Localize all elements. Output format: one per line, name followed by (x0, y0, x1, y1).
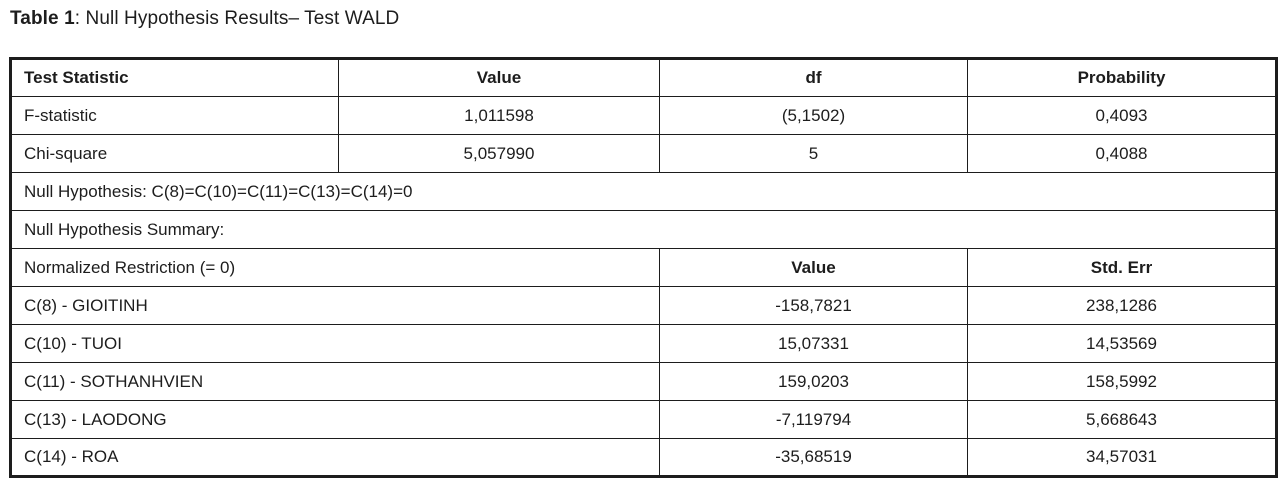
restriction-value-cell: 15,07331 (659, 324, 968, 363)
restriction-name-cell: C(10) - TUOI (10, 324, 660, 363)
stat-value-cell: 1,011598 (338, 96, 660, 135)
null-hypothesis-cell: Null Hypothesis: C(8)=C(10)=C(11)=C(13)=… (10, 172, 1277, 211)
stat-probability-cell: 0,4088 (967, 134, 1277, 173)
restriction-header-row: Normalized Restriction (= 0) Value Std. … (10, 248, 1277, 287)
table-caption-text: : Null Hypothesis Results– Test WALD (74, 8, 400, 29)
stat-value-cell: 5,057990 (338, 134, 660, 173)
restriction-name-cell: C(13) - LAODONG (10, 400, 660, 439)
stat-name-cell: F-statistic (10, 96, 339, 135)
restriction-name-cell: C(8) - GIOITINH (10, 286, 660, 325)
stat-df-cell: 5 (659, 134, 968, 173)
restriction-std-err-cell: 158,5992 (967, 362, 1277, 401)
page-title: Table 1: Null Hypothesis Results– Test W… (10, 8, 399, 30)
restriction-std-err-cell: 34,57031 (967, 438, 1277, 477)
restriction-row-c11: C(11) - SOTHANHVIEN 159,0203 158,5992 (10, 362, 1277, 401)
restriction-std-err-cell: 238,1286 (967, 286, 1277, 325)
wald-test-results-table: Test Statistic Value df Probability F-st… (9, 57, 1278, 478)
header-df: df (659, 58, 968, 97)
restriction-row-c8: C(8) - GIOITINH -158,7821 238,1286 (10, 286, 1277, 325)
header-normalized-restriction: Normalized Restriction (= 0) (10, 248, 660, 287)
stat-name-cell: Chi-square (10, 134, 339, 173)
stats-header-row: Test Statistic Value df Probability (10, 58, 1277, 97)
summary-label-cell: Null Hypothesis Summary: (10, 210, 1277, 249)
restriction-row-c13: C(13) - LAODONG -7,119794 5,668643 (10, 400, 1277, 439)
stat-row-chi-square: Chi-square 5,057990 5 0,4088 (10, 134, 1277, 173)
restriction-row-c10: C(10) - TUOI 15,07331 14,53569 (10, 324, 1277, 363)
restriction-name-cell: C(14) - ROA (10, 438, 660, 477)
stat-row-f-statistic: F-statistic 1,011598 (5,1502) 0,4093 (10, 96, 1277, 135)
null-hypothesis-row: Null Hypothesis: C(8)=C(10)=C(11)=C(13)=… (10, 172, 1277, 211)
restriction-value-cell: -158,7821 (659, 286, 968, 325)
header-probability: Probability (967, 58, 1277, 97)
stat-df-cell: (5,1502) (659, 96, 968, 135)
restriction-row-c14: C(14) - ROA -35,68519 34,57031 (10, 438, 1277, 477)
restriction-value-cell: 159,0203 (659, 362, 968, 401)
restriction-std-err-cell: 14,53569 (967, 324, 1277, 363)
header-restriction-std-err: Std. Err (967, 248, 1277, 287)
restriction-value-cell: -35,68519 (659, 438, 968, 477)
table-caption-label: Table 1 (10, 8, 75, 29)
header-test-statistic: Test Statistic (10, 58, 339, 97)
restriction-name-cell: C(11) - SOTHANHVIEN (10, 362, 660, 401)
header-restriction-value: Value (659, 248, 968, 287)
restriction-std-err-cell: 5,668643 (967, 400, 1277, 439)
restriction-value-cell: -7,119794 (659, 400, 968, 439)
stat-probability-cell: 0,4093 (967, 96, 1277, 135)
null-hypothesis-summary-row: Null Hypothesis Summary: (10, 210, 1277, 249)
header-value: Value (338, 58, 660, 97)
